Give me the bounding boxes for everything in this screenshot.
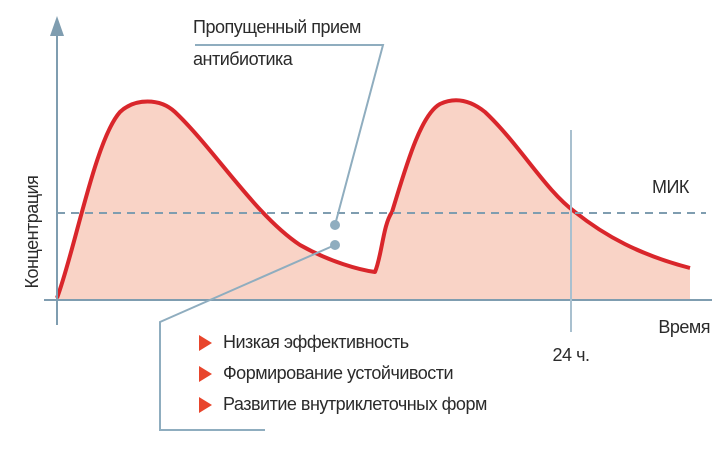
concentration-curve [55,98,691,299]
effect-text: Развитие внутриклеточных форм [223,394,487,414]
time-label: 24 ч. [553,345,590,365]
bullet [199,335,212,351]
callout-line [195,44,385,226]
effect-text: Низкая эффективность [223,332,409,352]
y-axis-arrow [50,16,64,36]
callout-dot [330,220,340,230]
callout-text: антибиотика [193,49,294,69]
concentration-area [57,100,690,300]
mic-label: МИК [652,177,690,197]
y-axis-label: Концентрация [22,176,42,289]
bullet [199,366,212,382]
callout-line [159,244,336,431]
effect-text: Формирование устойчивости [223,363,453,383]
callout-dot [330,240,340,250]
callout-text: Пропущенный прием [193,17,361,37]
x-axis-label: Время [658,317,710,337]
bullet [199,397,212,413]
